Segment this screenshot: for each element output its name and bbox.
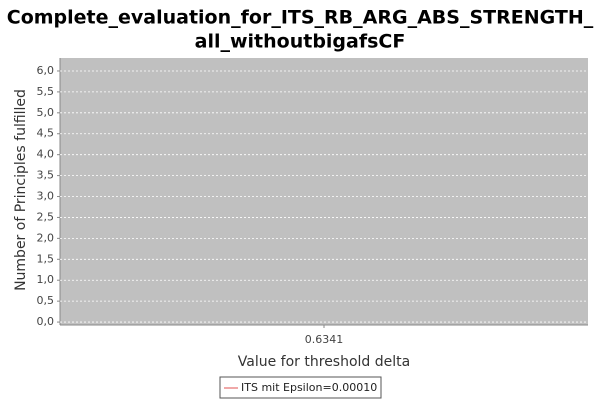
legend [219,376,382,399]
chart-title: all_withoutbigafsCF [195,31,406,53]
legend-label: ITS mit Epsilon=0.00010 [241,381,377,394]
y-tick-label: 0,5 [37,294,55,307]
y-tick-label: 4,5 [37,127,55,140]
y-tick-label: 3,5 [37,169,55,182]
y-tick-label: 5,0 [37,106,55,119]
y-tick-label: 3,0 [37,190,55,203]
y-tick-label: 2,5 [37,210,55,223]
plot-area [60,58,588,325]
chart-title: Complete_evaluation_for_ITS_RB_ARG_ABS_S… [7,7,594,29]
y-axis-label: Number of Principles fulfilled [13,89,29,291]
y-tick-label: 6,0 [37,64,55,77]
y-tick-label: 2,0 [37,231,55,244]
x-tick-label: 0.6341 [305,333,344,346]
y-tick-label: 0,0 [37,315,55,328]
y-tick-label: 5,5 [37,85,55,98]
y-tick-label: 1,0 [37,273,55,286]
x-axis-label: Value for threshold delta [238,354,410,370]
y-tick-label: 4,0 [37,148,55,161]
y-tick-label: 1,5 [37,252,55,265]
